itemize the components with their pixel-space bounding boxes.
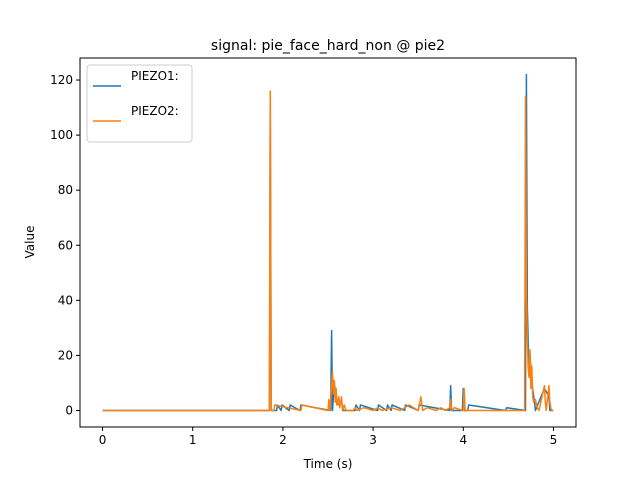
y-tick-label: 60 [58,238,73,252]
x-tick-label: 2 [279,433,287,447]
y-axis: 0 20 40 60 80 100 120 [50,73,80,417]
y-tick-label: 40 [58,293,73,307]
legend-label-1: PIEZO1: [131,69,179,83]
y-tick-label: 100 [50,128,73,142]
x-tick-label: 4 [459,433,467,447]
y-tick-label: 0 [65,403,73,417]
x-tick-label: 0 [99,433,107,447]
legend: PIEZO1: PIEZO2: [86,64,193,143]
plot-frame [79,57,577,428]
series-layer [102,73,554,412]
x-tick-label: 3 [369,433,377,447]
chart-title: signal: pie_face_hard_non @ pie2 [211,38,445,54]
x-axis-label: Time (s) [303,457,353,471]
legend-label-2: PIEZO2: [131,104,179,118]
x-axis: 0 1 2 3 4 5 [99,427,558,447]
series-line-2 [102,90,554,412]
x-tick-label: 1 [189,433,197,447]
legend-box [86,64,193,143]
y-axis-label: Value [23,226,37,259]
y-tick-label: 80 [58,183,73,197]
y-tick-label: 20 [58,348,73,362]
y-tick-label: 120 [50,73,73,87]
x-tick-label: 5 [550,433,558,447]
